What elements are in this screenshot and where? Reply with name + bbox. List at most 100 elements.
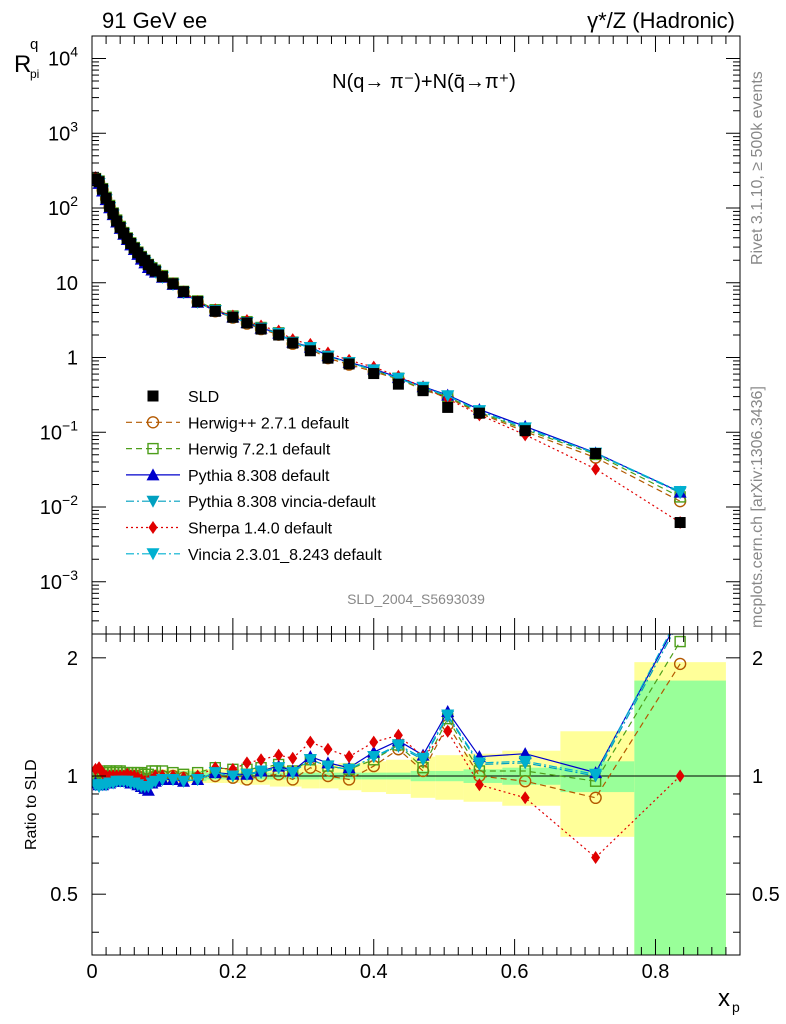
marker-sld	[392, 378, 404, 390]
ratio-marker-vincia-2-3-01-8-243-default	[254, 765, 268, 778]
top-ytick-label: 103	[48, 118, 78, 145]
ratio-marker-herwig-2-7-1-default	[673, 657, 687, 671]
marker-sld	[590, 447, 602, 459]
left-title: 91 GeV ee	[102, 8, 207, 33]
xtick-label: 0.2	[219, 961, 247, 983]
ratio-marker-sherpa-1-4-0-default	[288, 751, 298, 765]
ratio-marker-sherpa-1-4-0-default	[474, 778, 484, 792]
xtick-label: 0.6	[501, 961, 529, 983]
marker-sld	[104, 200, 116, 212]
marker-sld	[322, 352, 334, 364]
marker-sld	[255, 323, 267, 335]
ratio-marker-sherpa-1-4-0-default	[242, 756, 252, 770]
ratio-marker-vincia-2-3-01-8-243-default	[240, 768, 254, 781]
marker-sld	[304, 345, 316, 357]
legend-marker-sherpa-1-4-0-default	[148, 521, 158, 534]
legend-marker-sld	[147, 390, 159, 402]
xtick-label: 0.8	[642, 961, 670, 983]
marker-sld	[417, 385, 429, 397]
legend-label-vincia-2-3-01-8-243-default: Vincia 2.3.01_8.243 default	[188, 547, 382, 564]
marker-sld	[100, 192, 112, 204]
top-ylabel: R q pi	[14, 36, 39, 81]
ratio-ytick-label-left: 2	[67, 648, 78, 670]
ratio-marker-herwig-2-7-1-default	[589, 791, 602, 805]
ratio-marker-vincia-2-3-01-8-243-default	[166, 773, 180, 786]
marker-sld	[107, 208, 119, 220]
ratio-marker-vincia-2-3-01-8-243-default	[518, 755, 532, 768]
legend-label-sld: SLD	[188, 389, 219, 406]
xlabel-main: x	[718, 985, 730, 1012]
ratio-marker-vincia-2-3-01-8-243-default	[391, 739, 405, 752]
marker-sherpa-1-4-0-default	[591, 462, 601, 476]
ratio-marker-pythia-8-308-vincia-default	[674, 614, 687, 626]
marker-sld	[114, 221, 126, 233]
ratio-marker-sherpa-1-4-0-default	[369, 735, 379, 749]
marker-sld	[287, 337, 299, 349]
ratio-marker-sherpa-1-4-0-default	[344, 750, 354, 764]
marker-sld	[149, 265, 161, 277]
marker-sld	[227, 311, 239, 323]
xtick-label: 0.4	[360, 961, 388, 983]
ratio-panel-series	[92, 610, 687, 865]
xlabel-sub: p	[732, 999, 740, 1015]
top-ylabel-sub: pi	[30, 67, 39, 81]
legend-marker-pythia-8-308-vincia-default	[146, 495, 160, 508]
ratio-ytick-label-left: 1	[67, 766, 78, 788]
ratio-marker-vincia-2-3-01-8-243-default	[272, 762, 286, 775]
marker-sld	[209, 305, 221, 317]
ratio-ytick-label-right: 1	[752, 766, 763, 788]
ratio-ytick-label-left: 0.5	[50, 884, 78, 906]
series-line-vincia-2-3-01-8-243-default	[95, 180, 681, 493]
ratio-marker-vincia-2-3-01-8-243-default	[367, 751, 381, 764]
ratio-marker-vincia-2-3-01-8-243-default	[589, 768, 603, 781]
top-ytick-label: 102	[48, 193, 78, 220]
ratio-marker-vincia-2-3-01-8-243-default	[226, 770, 240, 783]
ratio-ytick-label-right: 2	[752, 648, 763, 670]
top-ytick-label: 104	[48, 44, 78, 71]
marker-sld	[167, 278, 179, 290]
ratio-marker-sherpa-1-4-0-default	[393, 728, 403, 742]
marker-sld	[343, 358, 355, 370]
legend-marker-vincia-2-3-01-8-243-default	[146, 548, 160, 561]
ratio-marker-sherpa-1-4-0-default	[305, 735, 315, 749]
top-ytick-label: 10−1	[40, 417, 78, 444]
ratio-marker-vincia-2-3-01-8-243-default	[416, 752, 430, 765]
legend-marker-herwig-7-2-1-default	[147, 442, 159, 455]
series-line-pythia-8-308-vincia-default	[95, 180, 681, 494]
legend-marker-herwig-2-7-1-default	[146, 416, 160, 429]
ratio-marker-sherpa-1-4-0-default	[256, 753, 266, 767]
ratio-marker-vincia-2-3-01-8-243-default	[342, 763, 356, 776]
ratio-marker-vincia-2-3-01-8-243-default	[191, 773, 205, 786]
marker-sld	[178, 286, 190, 298]
legend: SLD Herwig++ 2.7.1 default Herwig 7.2.1 de…	[126, 389, 382, 564]
legend-label-herwig-2-7-1-default: Herwig++ 2.7.1 default	[188, 415, 350, 432]
ratio-marker-pythia-8-308-default	[674, 610, 687, 622]
ratio-marker-sherpa-1-4-0-default	[323, 742, 333, 756]
top-ylabel-main: R	[14, 51, 31, 78]
ratio-marker-vincia-2-3-01-8-243-default	[208, 767, 222, 780]
marker-sld	[273, 329, 285, 341]
top-panel-series	[92, 171, 687, 530]
legend-label-herwig-7-2-1-default: Herwig 7.2.1 default	[188, 442, 331, 459]
marker-sld	[192, 296, 204, 308]
ratio-marker-sherpa-1-4-0-default	[675, 769, 685, 783]
marker-vincia-2-3-01-8-243-default	[441, 390, 455, 403]
watermark: SLD_2004_S5693039	[347, 591, 485, 607]
top-ytick-label: 10−3	[40, 567, 78, 594]
ratio-marker-vincia-2-3-01-8-243-default	[303, 754, 317, 767]
ratio-marker-sherpa-1-4-0-default	[274, 748, 284, 762]
xtick-label: 0	[86, 961, 97, 983]
top-ytick-label: 1	[67, 348, 78, 370]
plot-label: N(q→ π⁻)+N(q̄→π⁺)	[332, 71, 516, 93]
side-mcplots-label: mcplots.cern.ch [arXiv:1306.3436]	[749, 386, 766, 628]
ratio-ytick-label-right: 0.5	[752, 884, 780, 906]
marker-sld	[442, 401, 454, 413]
ratio-marker-vincia-2-3-01-8-243-default	[472, 757, 486, 770]
ratio-uncertainty-bands	[92, 662, 740, 955]
ratio-marker-vincia-2-3-01-8-243-default	[177, 775, 191, 788]
stat-uncertainty-band	[634, 680, 726, 955]
legend-label-sherpa-1-4-0-default: Sherpa 1.4.0 default	[188, 521, 333, 538]
ratio-marker-vincia-2-3-01-8-243-default	[321, 760, 335, 773]
legend-label-pythia-8-308-default: Pythia 8.308 default	[188, 468, 330, 485]
